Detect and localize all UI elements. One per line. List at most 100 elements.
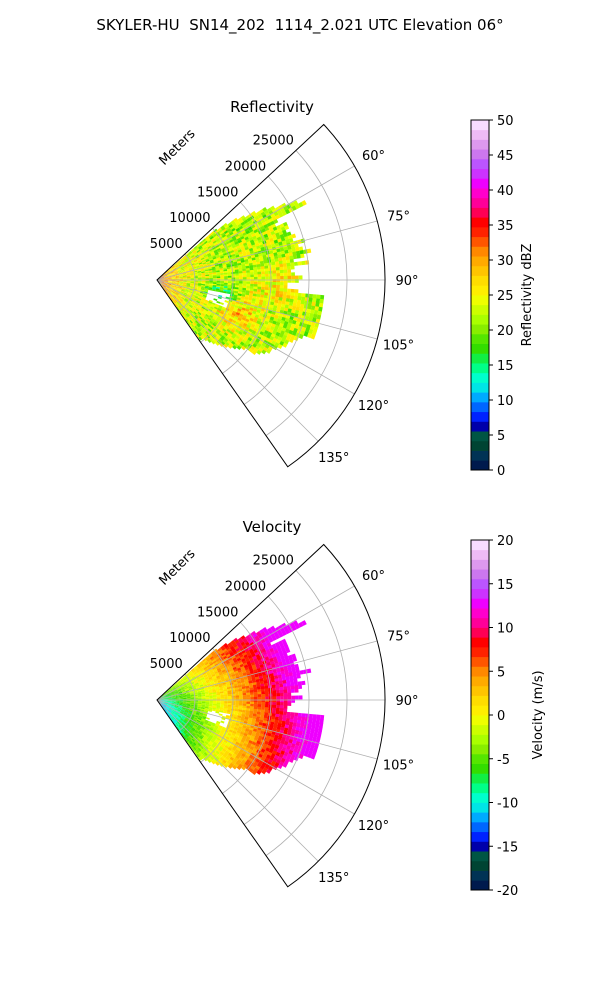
colorbar-tick-label: 10: [497, 394, 514, 409]
field-cell: [169, 689, 173, 693]
field-cell: [227, 697, 232, 700]
field-cell: [214, 320, 219, 325]
field-cell: [226, 686, 231, 690]
field-cell: [204, 675, 209, 679]
colorbar-tick-label: 0: [497, 709, 505, 724]
field-cell: [215, 673, 220, 678]
colorbar-swatch: [471, 285, 489, 296]
field-cell: [179, 678, 184, 682]
field-cell: [167, 282, 172, 284]
field-cell: [244, 341, 250, 347]
field-cell: [171, 694, 175, 696]
field-cell: [233, 263, 238, 267]
field-cell: [223, 286, 228, 289]
field-cell: [284, 629, 291, 635]
field-cell: [190, 277, 195, 280]
field-cell: [257, 701, 262, 705]
azimuth-spoke: [156, 165, 355, 281]
field-cell: [182, 285, 187, 288]
field-cell: [278, 680, 283, 685]
field-cell: [201, 281, 206, 284]
field-cell: [160, 696, 164, 699]
colorbar-swatch: [471, 440, 489, 451]
field-cell: [165, 291, 169, 295]
range-tick-label: 20000: [225, 159, 266, 174]
field-cell: [177, 301, 181, 305]
field-cell: [292, 674, 298, 680]
field-cell: [234, 314, 240, 318]
field-cell: [164, 277, 169, 279]
field-cell: [180, 687, 185, 690]
field-cell: [188, 290, 193, 293]
field-cell: [206, 304, 211, 308]
field-cell: [293, 299, 298, 304]
field-cell: [190, 696, 195, 698]
field-cell: [163, 273, 167, 276]
field-cell: [194, 680, 198, 684]
field-cell: [162, 273, 166, 276]
field-cell: [201, 694, 206, 697]
field-cell: [220, 329, 226, 334]
field-cell: [201, 244, 206, 248]
field-cell: [272, 687, 277, 692]
field-cell: [180, 302, 185, 307]
field-cell: [210, 682, 215, 685]
field-cell: [186, 692, 190, 695]
field-cell: [220, 225, 225, 230]
field-cell: [169, 288, 173, 292]
field-cell: [202, 310, 207, 315]
field-cell: [182, 692, 187, 695]
field-cell: [216, 247, 222, 252]
colorbar-swatch: [471, 695, 489, 706]
field-cell: [257, 274, 262, 278]
field-cell: [188, 316, 192, 321]
field-cell: [210, 336, 215, 341]
field-cell: [219, 268, 224, 271]
field-cell: [166, 691, 170, 694]
field-cell: [206, 311, 211, 315]
field-cell: [189, 286, 194, 288]
field-cell: [274, 258, 279, 263]
field-cell: [277, 238, 282, 243]
field-cell: [223, 326, 228, 331]
range-tick-label: 5000: [150, 657, 183, 672]
field-cell: [242, 283, 247, 287]
field-cell: [168, 277, 172, 279]
field-cell: [218, 656, 224, 660]
field-cell: [308, 329, 314, 335]
field-cell: [204, 325, 209, 330]
field-cell: [159, 282, 163, 285]
field-cell: [229, 323, 235, 328]
field-cell: [223, 674, 228, 678]
field-cell: [179, 257, 183, 262]
field-cell: [213, 241, 218, 246]
field-cell: [175, 265, 180, 268]
field-cell: [264, 289, 269, 294]
field-cell: [181, 260, 185, 264]
colorbar-swatch: [471, 265, 489, 276]
field-cell: [216, 273, 221, 276]
field-cell: [165, 690, 169, 694]
field-cell: [193, 304, 198, 308]
field-cell: [176, 268, 181, 271]
field-cell: [184, 266, 189, 270]
field-cell: [217, 296, 222, 300]
field-cell: [281, 676, 287, 681]
field-cell: [197, 327, 202, 332]
field-cell: [182, 284, 187, 287]
field-cell: [199, 240, 204, 245]
field-cell: [258, 302, 263, 306]
field-cell: [228, 318, 234, 322]
colorbar-swatch: [471, 656, 489, 667]
field-cell: [207, 233, 212, 238]
field-cell: [255, 638, 261, 643]
field-cell: [223, 311, 229, 315]
field-cell: [249, 222, 255, 227]
field-cell: [236, 237, 242, 242]
field-cell: [227, 275, 232, 278]
field-cell: [224, 276, 228, 279]
field-cell: [192, 250, 197, 255]
field-cell: [239, 219, 244, 224]
field-cell: [192, 306, 197, 310]
